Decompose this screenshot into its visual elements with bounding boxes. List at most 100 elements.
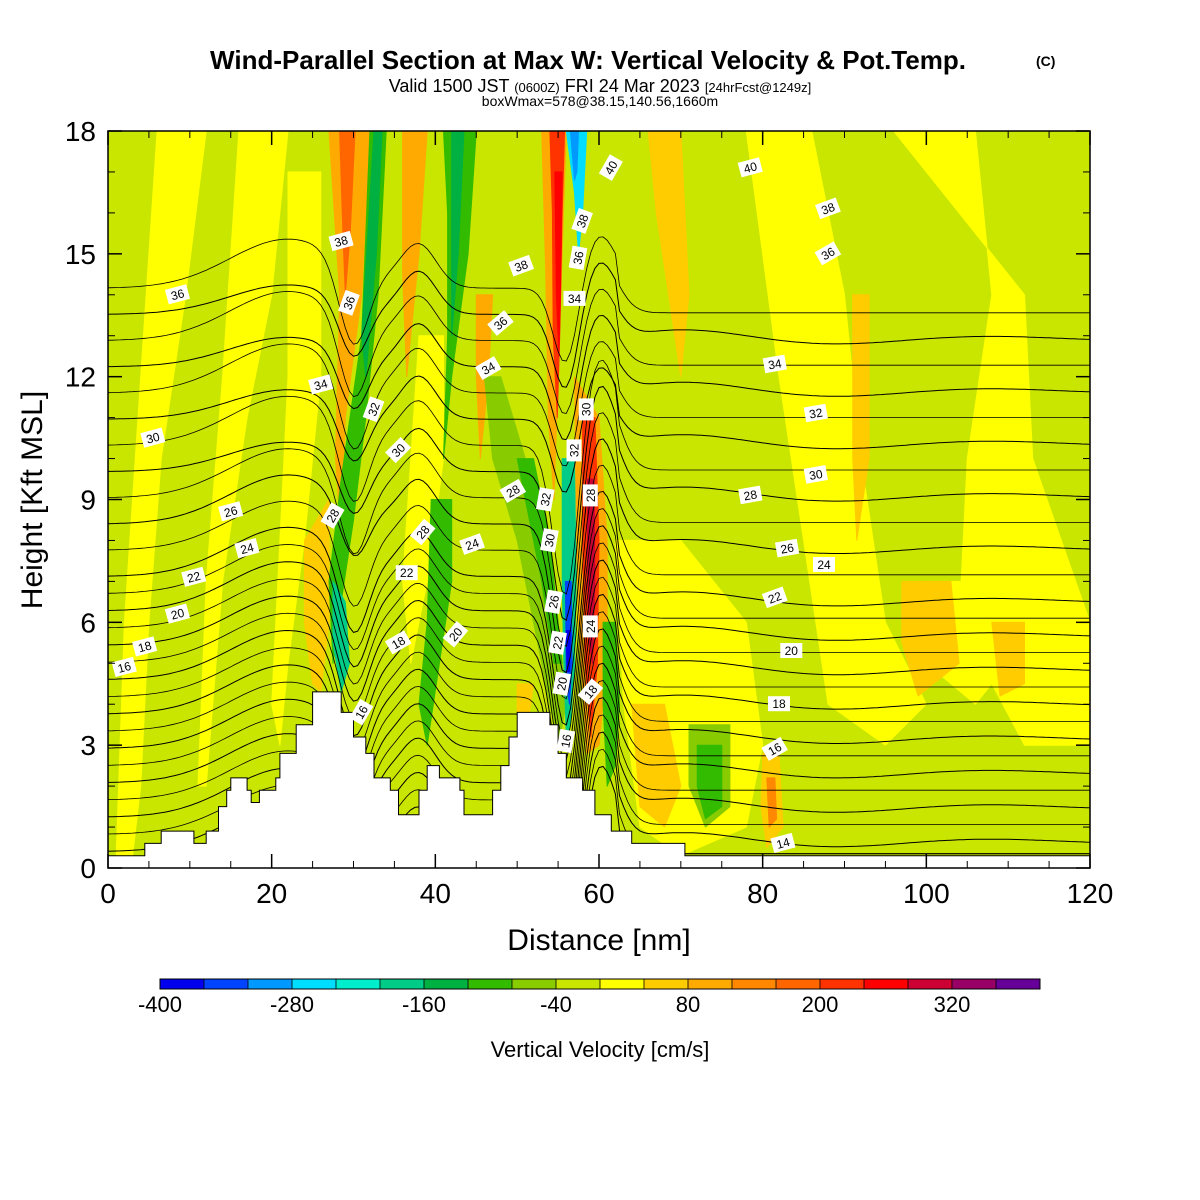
contour-label-text: 30 bbox=[808, 467, 824, 483]
colorbar-swatch bbox=[820, 979, 865, 989]
contour-label-box bbox=[578, 398, 594, 421]
contour-label-box bbox=[814, 241, 842, 266]
potential-temperature-contours bbox=[108, 236, 1090, 855]
contour-label-18: 18 bbox=[768, 696, 790, 712]
contour-label-box bbox=[803, 465, 828, 484]
contour-label-box bbox=[385, 436, 412, 464]
colorbar-tick-label: -400 bbox=[138, 992, 182, 1017]
region-yellow-streak-38 bbox=[402, 335, 444, 664]
contour-label-text: 30 bbox=[542, 532, 558, 548]
contour-label-36: 36 bbox=[487, 310, 514, 336]
region-dark-green-streak-43 bbox=[451, 131, 465, 337]
contour-label-text: 32 bbox=[365, 400, 383, 418]
region-blue-down-57 bbox=[569, 131, 579, 181]
isentrope-minor bbox=[108, 748, 1090, 855]
contour-label-box bbox=[442, 621, 469, 648]
isentrope-36 bbox=[108, 367, 1090, 493]
region-cyan-down-57 bbox=[565, 131, 588, 255]
contour-label-text: 14 bbox=[775, 835, 792, 852]
isentrope-30 bbox=[108, 490, 1090, 726]
contour-label-text: 34 bbox=[479, 359, 498, 378]
colorbar-tick-label: -280 bbox=[270, 992, 314, 1017]
contour-label-text: 16 bbox=[352, 703, 371, 722]
contour-label-box bbox=[568, 245, 588, 270]
contour-label-text: 36 bbox=[819, 244, 838, 263]
contour-label-text: 20 bbox=[785, 644, 799, 658]
contour-label-38: 38 bbox=[571, 208, 593, 234]
colorbar-swatch bbox=[380, 979, 425, 989]
contour-label-text: 34 bbox=[313, 376, 330, 393]
region-yellow-band-3 bbox=[271, 171, 322, 746]
isentrope-minor bbox=[108, 236, 1090, 362]
contour-label-text: 32 bbox=[568, 443, 582, 457]
x-axis-label: Distance [nm] bbox=[507, 924, 690, 957]
region-orange-lower-east bbox=[631, 703, 682, 828]
x-tick-label: 40 bbox=[420, 878, 451, 909]
contour-label-text: 34 bbox=[767, 356, 783, 372]
contour-label-40: 40 bbox=[598, 154, 623, 181]
contour-label-30: 30 bbox=[578, 398, 594, 421]
contour-label-text: 40 bbox=[602, 158, 621, 177]
contour-label-text: 22 bbox=[766, 589, 784, 607]
isentrope-minor bbox=[108, 680, 1090, 855]
isentrope-34 bbox=[108, 385, 1090, 621]
contour-label-text: 30 bbox=[580, 402, 594, 416]
contour-label-28: 28 bbox=[320, 502, 345, 529]
contour-label-text: 26 bbox=[779, 540, 795, 556]
x-tick-label: 0 bbox=[100, 878, 116, 909]
contour-label-36: 36 bbox=[338, 289, 360, 316]
valid-date: FRI 24 Mar 2023 bbox=[565, 76, 700, 96]
contour-label-box bbox=[384, 630, 412, 655]
contour-label-16: 16 bbox=[761, 736, 788, 761]
contour-label-box bbox=[140, 427, 166, 448]
contour-label-text: 38 bbox=[513, 257, 531, 275]
colorbar-swatch bbox=[864, 979, 909, 989]
contour-label-text: 36 bbox=[169, 286, 186, 303]
y-tick-label: 3 bbox=[80, 730, 96, 761]
colorbar-tick-label: -40 bbox=[540, 992, 572, 1017]
colorbar-swatch bbox=[336, 979, 381, 989]
region-orange-far-east bbox=[991, 621, 1025, 697]
contour-label-box bbox=[320, 502, 345, 529]
y-tick-label: 18 bbox=[65, 116, 96, 147]
contour-label-box bbox=[803, 403, 828, 423]
contour-label-text: 18 bbox=[772, 697, 786, 711]
contour-label-text: 38 bbox=[574, 212, 592, 230]
contour-label-box bbox=[738, 485, 763, 505]
y-tick-label: 12 bbox=[65, 362, 96, 393]
contour-label-box bbox=[132, 636, 158, 657]
contour-label-text: 24 bbox=[464, 536, 482, 554]
colorbar-tick-label: 200 bbox=[802, 992, 839, 1017]
contour-label-34: 34 bbox=[474, 356, 502, 381]
contour-labels: 1416182022242630343638403632302828221816… bbox=[111, 154, 842, 854]
colorbar: -400 -280 -160 -40 80 200 320 bbox=[138, 978, 1041, 1017]
contour-label-text: 20 bbox=[169, 606, 186, 623]
region-red-core-55 bbox=[554, 171, 563, 357]
contour-label-36: 36 bbox=[814, 241, 842, 266]
y-tick-label: 0 bbox=[80, 853, 96, 884]
contour-label-14: 14 bbox=[770, 832, 796, 854]
contour-label-text: 28 bbox=[743, 487, 759, 503]
contour-label-text: 22 bbox=[186, 569, 203, 586]
colorbar-swatch bbox=[556, 979, 601, 989]
chart-title: Wind-Parallel Section at Max W: Vertical… bbox=[210, 45, 966, 75]
contour-label-text: 26 bbox=[223, 503, 240, 520]
colorbar-swatch bbox=[512, 979, 557, 989]
contour-label-24: 24 bbox=[813, 557, 835, 572]
contour-label-text: 28 bbox=[324, 506, 343, 525]
contour-label-box bbox=[544, 589, 563, 614]
contour-label-22: 22 bbox=[548, 630, 567, 655]
contour-label-box bbox=[308, 374, 334, 395]
contour-label-box bbox=[770, 832, 796, 854]
colorbar-swatch bbox=[204, 979, 249, 989]
region-red-streak-28 bbox=[339, 131, 356, 296]
valid-time-line: Valid 1500 JST (0600Z) FRI 24 Mar 2023 [… bbox=[389, 76, 811, 96]
contour-label-box bbox=[536, 487, 555, 512]
contour-label-box bbox=[218, 501, 244, 522]
terrain-mask bbox=[107, 691, 1091, 869]
contour-label-28: 28 bbox=[738, 485, 763, 505]
colorbar-swatch bbox=[424, 979, 469, 989]
isentrope-38 bbox=[108, 314, 1090, 441]
